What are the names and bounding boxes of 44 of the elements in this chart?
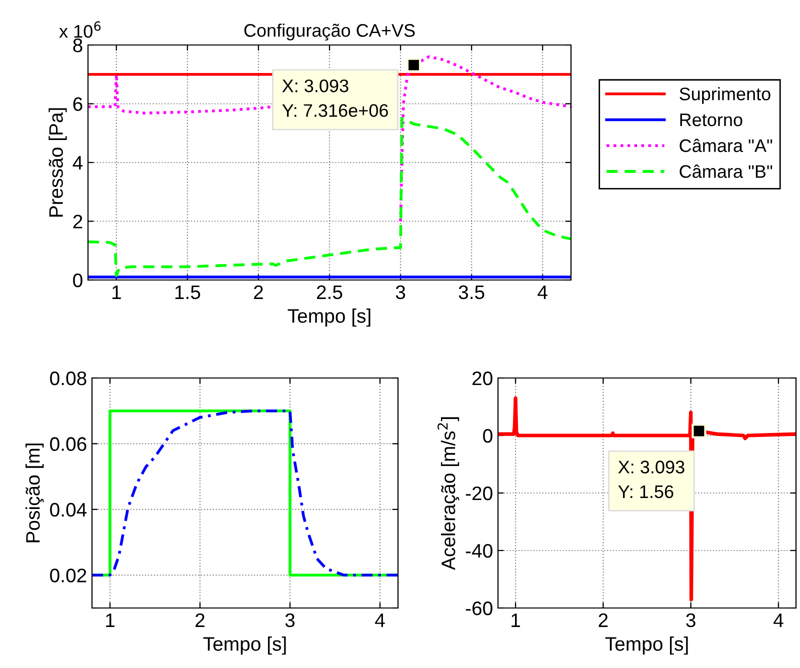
x-axis-title: Tempo [s] [605, 636, 688, 655]
y-tick-label: 8 [73, 38, 82, 52]
y-axis-title: Pressão [Pa] [48, 108, 67, 217]
y-tick-label: -20 [466, 486, 492, 500]
y-axis-title: Aceleração [m/s$^{2}$] [438, 417, 460, 570]
line-series [88, 117, 571, 277]
y-tick-label: 0.04 [50, 502, 87, 517]
x-tick-label: 4 [538, 286, 548, 299]
x-tick-label: 4 [774, 614, 784, 627]
x-tick-label: 3 [686, 613, 696, 628]
y-tick-label: 4 [72, 156, 83, 170]
text: x 10$^{6}$ [59, 21, 101, 38]
y-tick-label: -60 [466, 601, 492, 616]
y-tick-label: 20 [472, 371, 492, 386]
x-tick-label: 1.5 [175, 286, 200, 300]
annotation: X: 3.093 Y: 7.316e+06 [282, 79, 388, 117]
y-axis-title: Posição [m] [26, 444, 44, 542]
x-axis-title: Tempo [s] [288, 308, 370, 327]
x-tick-label: 2.5 [316, 285, 342, 300]
legend-label: Suprimento [680, 87, 770, 104]
legend-label: Câmara "B" [680, 164, 772, 178]
x-tick-label: 1 [112, 286, 121, 299]
y-tick-label: 2 [73, 214, 82, 228]
y-tick-label: 0.08 [50, 371, 86, 386]
x-tick-label: 2 [196, 613, 204, 627]
legend-label: Câmara "A" [680, 138, 772, 152]
y-tick-label: 6 [73, 97, 82, 111]
x-tick-label: 1 [106, 614, 114, 627]
y-tick-label: 0 [73, 273, 82, 288]
annotation: X: 3.093 Y: 1.56 [618, 460, 684, 498]
y-tick-label: -40 [466, 544, 492, 558]
chart-title: Configuração CA+VS [244, 24, 415, 40]
x-tick-label: 3 [285, 613, 295, 628]
x-tick-label: 3.5 [458, 285, 484, 300]
x-axis-title: Tempo [s] [203, 636, 286, 655]
x-tick-label: 1 [512, 614, 520, 627]
x-tick-label: 3 [396, 285, 406, 300]
y-tick-label: 0.02 [50, 568, 86, 582]
x-tick-label: 2 [598, 613, 608, 627]
y-tick-label: 0.06 [50, 437, 86, 451]
x-tick-label: 2 [254, 285, 263, 299]
y-tick-label: 0 [483, 428, 492, 443]
x-tick-label: 4 [375, 614, 385, 627]
legend-label: Retorno [680, 114, 742, 126]
